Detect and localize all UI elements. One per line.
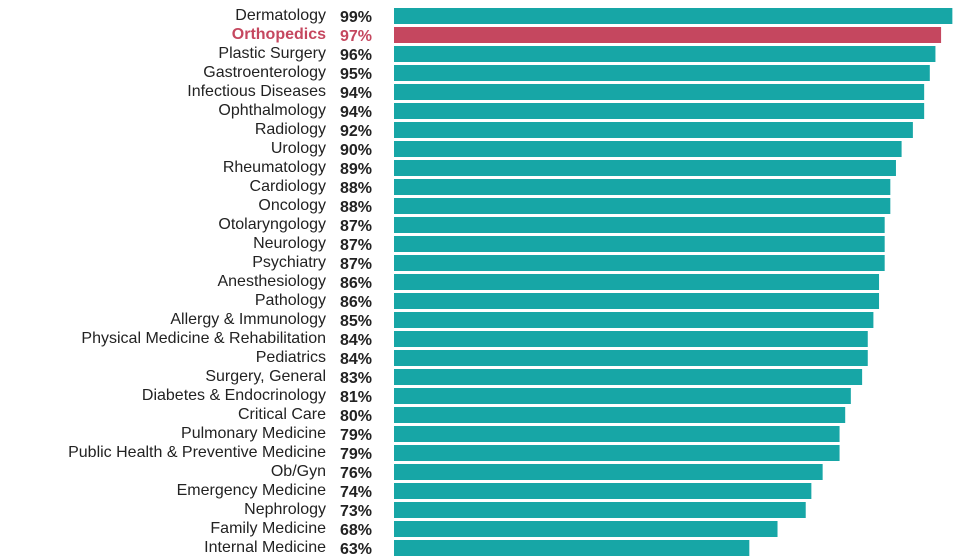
value-label: 84% <box>340 332 372 349</box>
bar <box>394 483 812 499</box>
bar <box>394 255 885 271</box>
value-label: 94% <box>340 104 372 121</box>
value-label: 94% <box>340 85 372 102</box>
bar <box>394 8 953 24</box>
bar <box>394 179 891 195</box>
category-label: Plastic Surgery <box>218 45 326 62</box>
category-label: Dermatology <box>235 7 326 24</box>
value-label: 63% <box>340 541 372 558</box>
category-label: Radiology <box>255 121 326 138</box>
bar <box>394 521 778 537</box>
value-label: 87% <box>340 256 372 273</box>
category-label: Anesthesiology <box>217 273 326 290</box>
category-label: Pulmonary Medicine <box>181 425 326 442</box>
value-label: 88% <box>340 199 372 216</box>
category-label: Critical Care <box>238 406 326 423</box>
value-label: 95% <box>340 66 372 83</box>
category-label: Neurology <box>253 235 326 252</box>
category-label: Infectious Diseases <box>187 83 326 100</box>
category-label: Diabetes & Endocrinology <box>142 387 326 404</box>
bar <box>394 388 851 404</box>
category-label: Pediatrics <box>256 349 326 366</box>
category-label: Gastroenterology <box>203 64 326 81</box>
category-label: Public Health & Preventive Medicine <box>68 444 326 461</box>
bar <box>394 369 863 385</box>
value-label: 88% <box>340 180 372 197</box>
bar <box>394 350 868 366</box>
bar <box>394 407 846 423</box>
category-label: Surgery, General <box>205 368 326 385</box>
category-label: Physical Medicine & Rehabilitation <box>81 330 326 347</box>
category-label: Orthopedics <box>232 26 326 43</box>
category-label: Pathology <box>255 292 326 309</box>
value-label: 85% <box>340 313 372 330</box>
value-label: 92% <box>340 123 372 140</box>
value-label: 81% <box>340 389 372 406</box>
value-label: 86% <box>340 275 372 292</box>
bar <box>394 236 885 252</box>
value-label: 97% <box>340 28 372 45</box>
category-label: Rheumatology <box>223 159 326 176</box>
value-label: 79% <box>340 427 372 444</box>
bar <box>394 217 885 233</box>
bar <box>394 293 880 309</box>
bar <box>394 27 942 43</box>
bar <box>394 198 891 214</box>
category-label: Emergency Medicine <box>177 482 327 499</box>
category-label: Ob/Gyn <box>271 463 326 480</box>
value-label: 68% <box>340 522 372 539</box>
value-label: 76% <box>340 465 372 482</box>
bar <box>394 141 902 157</box>
value-label: 73% <box>340 503 372 520</box>
bar <box>394 312 874 328</box>
category-label: Oncology <box>258 197 326 214</box>
bar <box>394 464 823 480</box>
bar <box>394 540 750 556</box>
value-label: 83% <box>340 370 372 387</box>
category-label: Ophthalmology <box>218 102 326 119</box>
bar <box>394 331 868 347</box>
value-label: 87% <box>340 218 372 235</box>
value-label: 84% <box>340 351 372 368</box>
value-label: 99% <box>340 9 372 26</box>
value-label: 96% <box>340 47 372 64</box>
category-label: Family Medicine <box>210 520 326 537</box>
category-label: Psychiatry <box>252 254 326 271</box>
value-label: 87% <box>340 237 372 254</box>
category-label: Internal Medicine <box>204 539 326 556</box>
bar <box>394 426 840 442</box>
bar <box>394 84 925 100</box>
value-label: 90% <box>340 142 372 159</box>
category-label: Cardiology <box>250 178 326 195</box>
bar <box>394 274 880 290</box>
value-label: 79% <box>340 446 372 463</box>
category-label: Otolaryngology <box>218 216 326 233</box>
category-label: Nephrology <box>244 501 326 518</box>
bar <box>394 103 925 119</box>
bar <box>394 65 930 81</box>
value-label: 89% <box>340 161 372 178</box>
category-label: Allergy & Immunology <box>170 311 326 328</box>
value-label: 86% <box>340 294 372 311</box>
value-label: 74% <box>340 484 372 501</box>
category-label: Urology <box>271 140 326 157</box>
value-label: 80% <box>340 408 372 425</box>
bar <box>394 445 840 461</box>
bar <box>394 122 913 138</box>
bar <box>394 46 936 62</box>
bar <box>394 160 896 176</box>
bar <box>394 502 806 518</box>
